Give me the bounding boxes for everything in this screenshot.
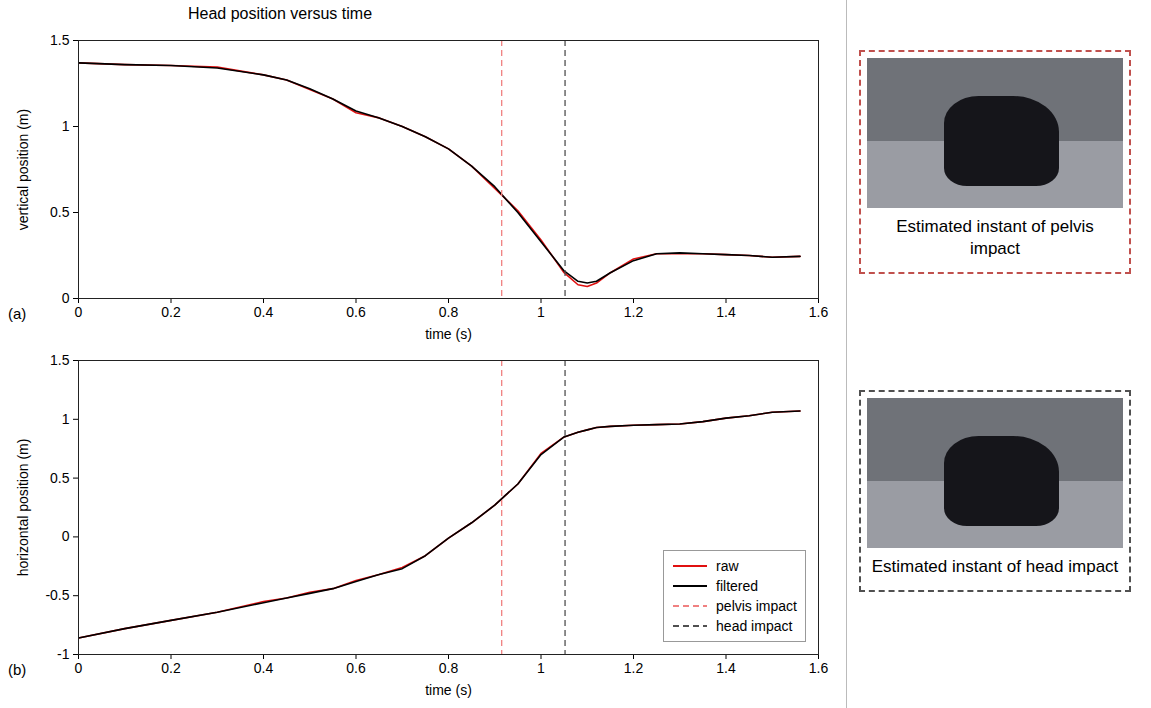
svg-text:0: 0 — [62, 290, 70, 306]
svg-text:1.2: 1.2 — [624, 660, 644, 676]
svg-text:0: 0 — [75, 660, 83, 676]
svg-text:1.4: 1.4 — [716, 304, 736, 320]
html-text:filtered: filtered — [716, 578, 759, 594]
html-text:head impact: head impact — [716, 618, 793, 634]
html-text:Estimated instant of head impa: Estimated instant of head impact — [871, 557, 1119, 576]
svg-text:time (s): time (s) — [425, 326, 472, 342]
svg-text:0.8: 0.8 — [439, 304, 459, 320]
html-text:raw: raw — [716, 558, 739, 574]
svg-text:1.6: 1.6 — [809, 660, 829, 676]
svg-text:0.4: 0.4 — [254, 660, 274, 676]
svg-text:1.2: 1.2 — [624, 304, 644, 320]
svg-text:-1: -1 — [57, 646, 70, 662]
svg-text:1: 1 — [62, 411, 70, 427]
svg-text:0: 0 — [62, 528, 70, 544]
svg-text:1.6: 1.6 — [809, 304, 829, 320]
svg-text:vertical position (m): vertical position (m) — [15, 109, 31, 230]
svg-text:0.2: 0.2 — [161, 304, 181, 320]
svg-text:0.6: 0.6 — [346, 304, 366, 320]
svg-text:time (s): time (s) — [425, 682, 472, 698]
svg-text:0.5: 0.5 — [50, 204, 70, 220]
svg-text:0: 0 — [75, 304, 83, 320]
html-text:(b): (b) — [8, 661, 27, 678]
html-text:Head position versus time: Head position versus time — [188, 5, 372, 22]
svg-text:0.4: 0.4 — [254, 304, 274, 320]
svg-text:1.4: 1.4 — [716, 660, 736, 676]
html-text:(a): (a) — [8, 305, 27, 322]
svg-text:1: 1 — [537, 304, 545, 320]
svg-text:0.6: 0.6 — [346, 660, 366, 676]
svg-text:0.8: 0.8 — [439, 660, 459, 676]
svg-text:horizontal position (m): horizontal position (m) — [15, 439, 31, 577]
svg-text:0.5: 0.5 — [50, 470, 70, 486]
html-text:Estimated instant of pelvis im: Estimated instant of pelvis impact — [896, 217, 1094, 258]
svg-text:-0.5: -0.5 — [45, 587, 69, 603]
svg-text:1: 1 — [537, 660, 545, 676]
svg-text:0.2: 0.2 — [161, 660, 181, 676]
svg-text:1: 1 — [62, 118, 70, 134]
svg-text:1.5: 1.5 — [50, 352, 70, 368]
svg-text:1.5: 1.5 — [50, 32, 70, 48]
html-text:pelvis impact: pelvis impact — [716, 598, 797, 614]
